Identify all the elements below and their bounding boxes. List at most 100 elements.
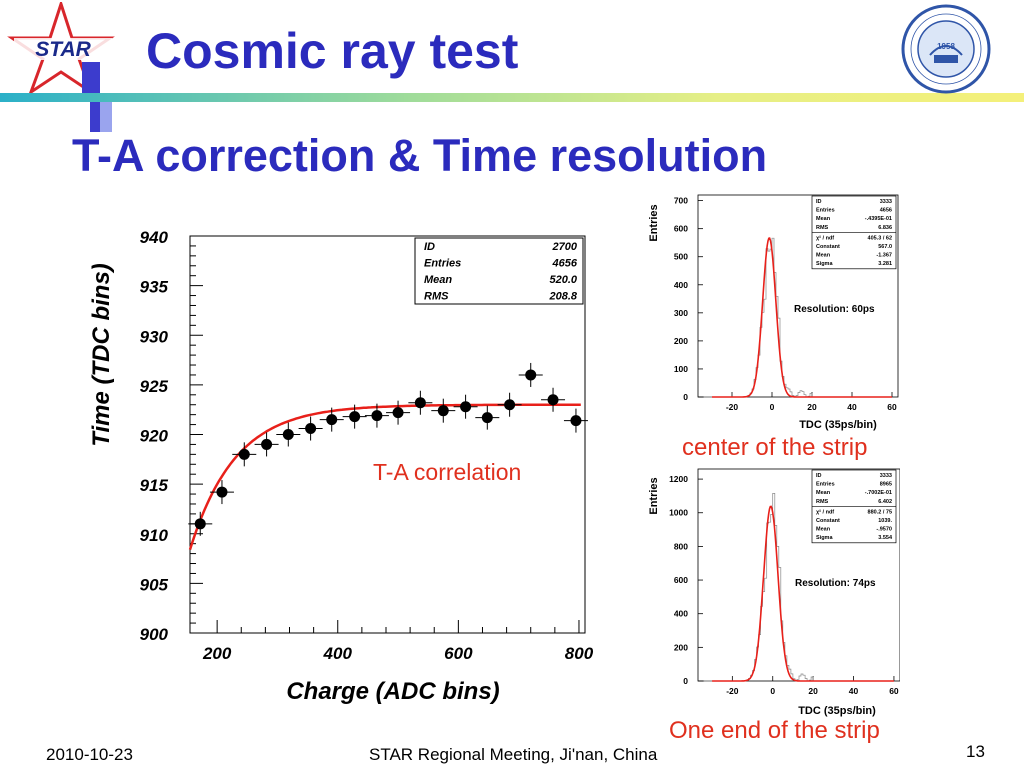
- stats-value: -1.367: [876, 253, 892, 259]
- histogram-center-strip: 0 100 200 300 400 500 600 700 -20 0 20 40 60 ID 3333 E…: [648, 194, 899, 431]
- x-tick-label: -20: [726, 402, 739, 412]
- stats-value: 208.8: [548, 291, 577, 303]
- y-tick-label: 905: [140, 575, 169, 594]
- page-number: 13: [966, 742, 985, 761]
- stats-value: 2700: [552, 241, 578, 253]
- x-tick-label: 60: [889, 686, 899, 696]
- hist1-xlabel: TDC (35ps/bin): [799, 419, 877, 431]
- hist1-annotation: Resolution: 60ps: [794, 304, 875, 315]
- point-marker: [216, 486, 228, 498]
- stats-key: Mean: [816, 527, 831, 533]
- data-point: [342, 404, 367, 429]
- stats-key: Constant: [816, 244, 840, 250]
- stats-value: 3.281: [878, 261, 892, 267]
- y-tick-label: 940: [140, 228, 169, 247]
- point-marker: [437, 405, 449, 417]
- stats-value: 520.0: [549, 274, 577, 286]
- data-point: [518, 362, 543, 387]
- x-tick-label: 200: [202, 644, 232, 663]
- main-ylabel: Time (TDC bins): [88, 263, 115, 447]
- hist2-ylabel: Entries: [648, 477, 660, 514]
- slide-subtitle: T-A correction & Time resolution: [72, 130, 768, 181]
- stats-value: 567.0: [878, 244, 892, 250]
- point-marker: [238, 448, 250, 460]
- stats-key: Constant: [816, 518, 840, 524]
- slide-title: Cosmic ray test: [146, 23, 519, 79]
- y-tick-label: 910: [140, 526, 169, 545]
- data-point: [541, 387, 566, 412]
- stats-key: ID: [816, 473, 822, 479]
- y-tick-label: 700: [674, 196, 688, 206]
- y-tick-label: 1000: [669, 508, 688, 518]
- stats-key: RMS: [816, 499, 829, 505]
- stats-key: Sigma: [816, 535, 833, 541]
- data-point: [276, 422, 301, 447]
- y-tick-label: 0: [683, 392, 688, 402]
- point-marker: [460, 401, 472, 413]
- stats-value: 3333: [880, 473, 892, 479]
- y-tick-label: 1200: [669, 474, 688, 484]
- stats-value: 6.402: [878, 499, 892, 505]
- y-tick-label: 400: [674, 280, 688, 290]
- y-tick-label: 930: [140, 327, 169, 346]
- point-marker: [194, 518, 206, 530]
- stats-value: 8965: [880, 482, 892, 488]
- stats-key: RMS: [816, 225, 829, 231]
- point-marker: [282, 429, 294, 440]
- stats-key: Mean: [816, 490, 831, 496]
- point-marker: [392, 407, 404, 419]
- y-tick-label: 300: [674, 308, 688, 318]
- x-tick-label: 20: [808, 686, 818, 696]
- stats-value: 6.836: [878, 225, 892, 231]
- x-tick-label: 40: [847, 402, 857, 412]
- stats-key: Mean: [816, 253, 831, 259]
- stats-value: -.7002E-01: [865, 490, 892, 496]
- y-tick-label: 600: [674, 575, 688, 585]
- stats-value: 880.2 / 75: [868, 509, 892, 515]
- point-marker: [525, 369, 537, 381]
- x-tick-label: 0: [770, 402, 775, 412]
- main-annotation: T-A correlation: [373, 459, 521, 485]
- data-point: [475, 405, 500, 430]
- decor-block: [90, 102, 100, 132]
- gaussian-fit-curve: [712, 237, 892, 398]
- university-seal: 1958: [901, 4, 991, 94]
- x-tick-label: -20: [726, 686, 739, 696]
- histogram-end-strip: 0 200 400 600 800 1000 1200 -20 0 20 40 60 ID 3333 En…: [648, 468, 900, 717]
- data-point: [408, 390, 433, 415]
- data-point: [431, 398, 456, 423]
- y-tick-label: 100: [674, 364, 688, 374]
- end-strip-label: One end of the strip: [669, 717, 880, 744]
- stats-key: Entries: [816, 208, 835, 214]
- hist1-ylabel: Entries: [648, 204, 660, 241]
- y-tick-label: 920: [140, 427, 169, 446]
- point-marker: [547, 394, 559, 406]
- y-tick-label: 900: [140, 625, 169, 644]
- data-point: [232, 442, 257, 467]
- data-point: [563, 408, 588, 433]
- data-point: [453, 394, 478, 419]
- stats-value: -.4395E-01: [865, 216, 892, 222]
- point-marker: [305, 423, 317, 435]
- gaussian-fit-curve: [712, 505, 894, 682]
- stats-value: 4656: [552, 258, 578, 270]
- x-tick-label: 800: [565, 644, 594, 663]
- star-logo-text: STAR: [35, 38, 91, 61]
- seal-year: 1958: [937, 42, 955, 51]
- y-tick-label: 400: [674, 609, 688, 619]
- stats-key: Sigma: [816, 261, 833, 267]
- x-tick-label: 60: [887, 402, 897, 412]
- hist2-annotation: Resolution: 74ps: [795, 578, 876, 589]
- data-point: [254, 432, 279, 457]
- stats-value: 405.3 / 62: [868, 235, 892, 241]
- x-tick-label: 400: [323, 644, 353, 663]
- y-tick-label: 800: [674, 541, 688, 551]
- point-marker: [570, 415, 582, 427]
- title-accent-bar: [0, 93, 1024, 102]
- stats-key: Mean: [424, 274, 452, 286]
- stats-value: 3.554: [878, 535, 893, 541]
- decor-block: [82, 62, 100, 96]
- point-marker: [481, 412, 493, 424]
- stats-key: Entries: [424, 258, 461, 270]
- point-marker: [261, 438, 273, 450]
